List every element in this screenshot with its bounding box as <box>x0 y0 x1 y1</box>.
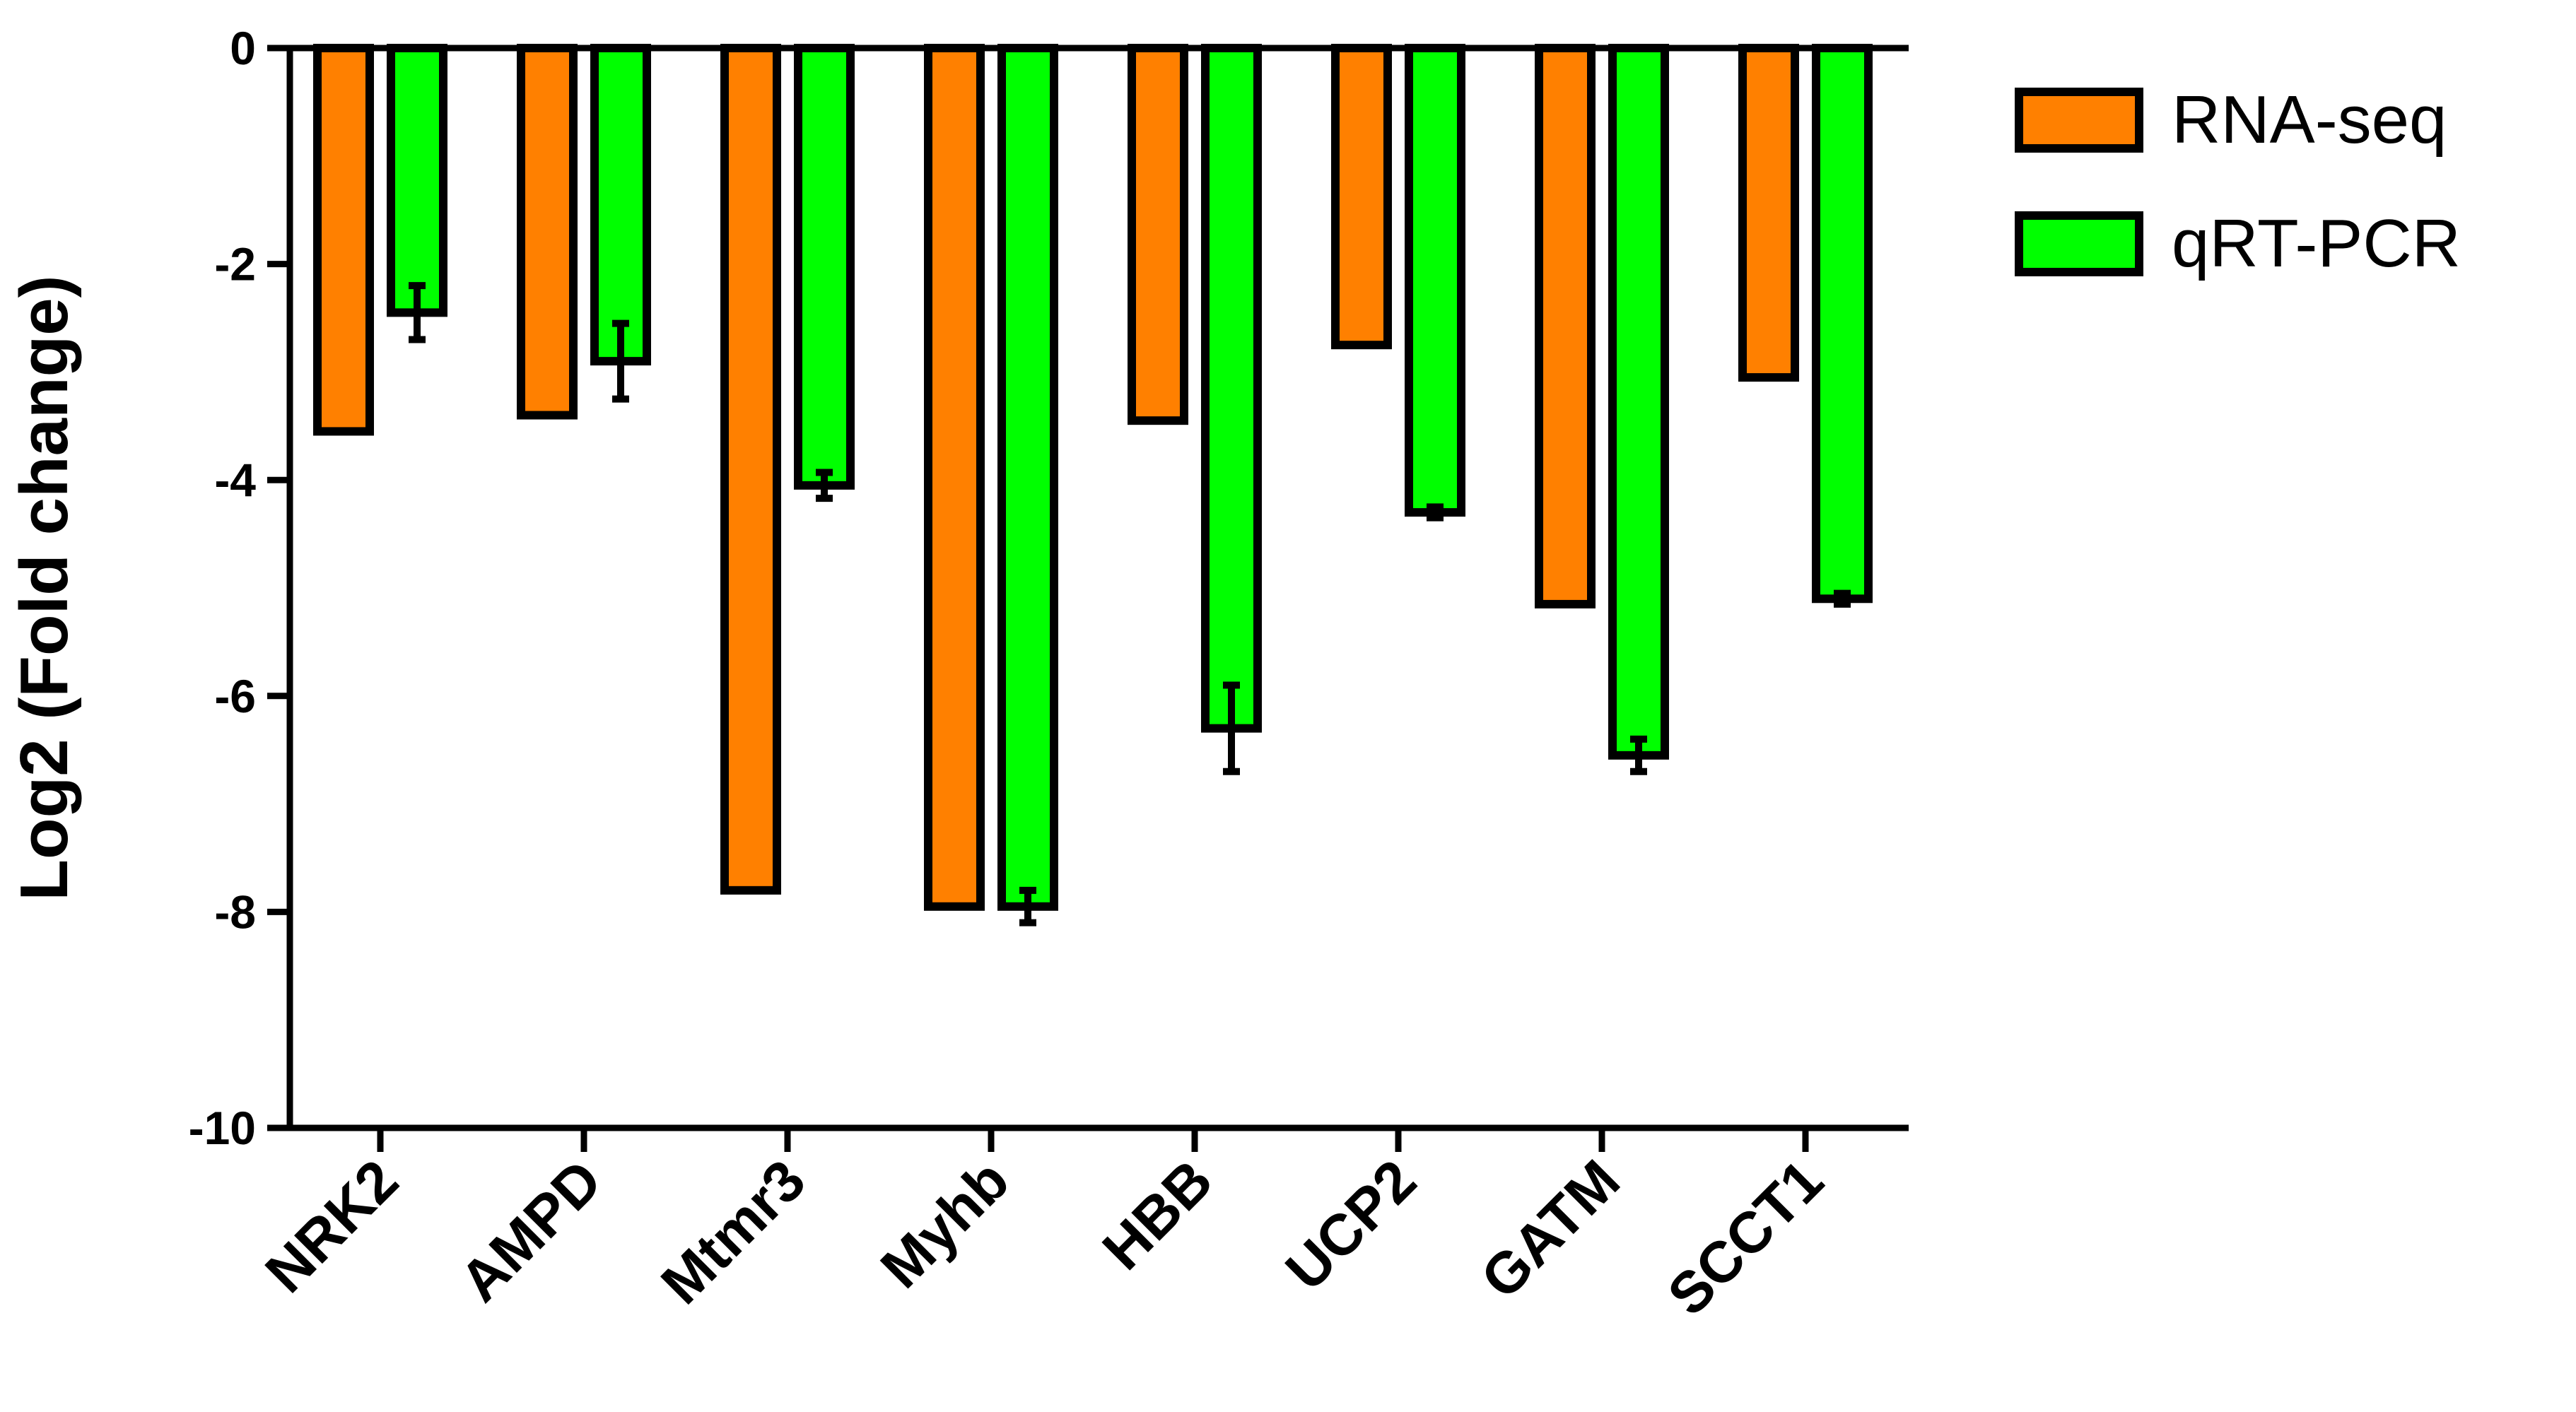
axes-layer <box>286 45 1909 1131</box>
rnaseq-bar-ucp2 <box>1331 44 1392 350</box>
rnaseq-bar-myhb <box>924 44 985 911</box>
x-tick-label: UCP2 <box>1274 1148 1429 1302</box>
legend-swatch <box>2015 88 2143 153</box>
rnaseq-bar-gatm <box>1535 44 1596 608</box>
x-tick-label: HBB <box>1091 1148 1225 1282</box>
legend: RNA-seq qRT-PCR <box>2015 82 2461 281</box>
legend-label: RNA-seq <box>2172 82 2447 158</box>
y-tick-label: -8 <box>214 886 256 938</box>
y-tick-label: -4 <box>214 454 256 506</box>
x-tick-label: Myhb <box>869 1148 1021 1300</box>
y-axis-title: Log2 (Fold change) <box>6 275 82 900</box>
rnaseq-bar-ampd <box>517 44 578 420</box>
legend-label: qRT-PCR <box>2172 206 2461 281</box>
x-tick-label: NRK2 <box>254 1148 411 1305</box>
qrtpcr-bar-mtmr3 <box>794 44 855 490</box>
y-tick-label: -10 <box>189 1102 256 1154</box>
y-tick-label: -6 <box>214 670 256 722</box>
rnaseq-bar-scct1 <box>1738 44 1799 382</box>
qrtpcr-bar-scct1 <box>1812 44 1873 604</box>
y-tick-label: 0 <box>230 22 256 74</box>
y-tick-label: -2 <box>214 238 256 290</box>
qrtpcr-bar-hbb <box>1201 44 1262 733</box>
qrtpcr-bar-ampd <box>590 44 651 366</box>
rnaseq-bar-nrk2 <box>313 44 374 436</box>
x-tick-label: Mtmr3 <box>649 1148 817 1316</box>
qrtpcr-bar-myhb <box>997 44 1058 911</box>
bars-layer <box>313 44 1873 926</box>
x-tick-label: AMPD <box>448 1148 614 1314</box>
x-tick-label: GATM <box>1469 1148 1632 1311</box>
legend-swatch <box>2015 211 2143 276</box>
qrtpcr-bar-nrk2 <box>387 44 447 317</box>
qrtpcr-bar-gatm <box>1608 44 1669 760</box>
qrtpcr-bar-ucp2 <box>1405 44 1465 517</box>
x-tick-label: SCCT1 <box>1656 1148 1835 1327</box>
rnaseq-bar-hbb <box>1128 44 1188 425</box>
rnaseq-bar-mtmr3 <box>720 44 781 895</box>
